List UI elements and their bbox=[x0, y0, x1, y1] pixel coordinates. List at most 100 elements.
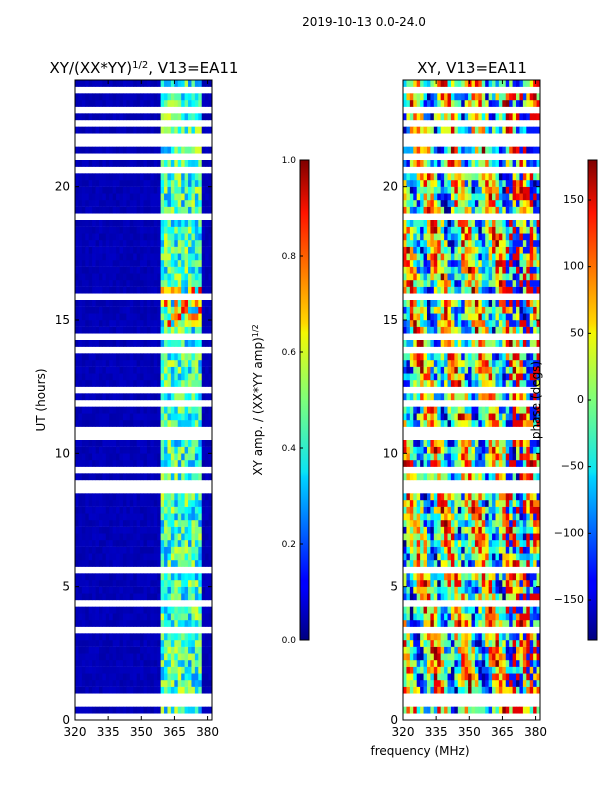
heatmap-cell bbox=[140, 506, 144, 514]
heatmap-cell bbox=[194, 706, 199, 714]
heatmap-cell bbox=[502, 653, 507, 661]
heatmap-cell bbox=[495, 526, 500, 534]
heatmap-cell bbox=[430, 640, 435, 647]
heatmap-cell bbox=[409, 313, 414, 321]
heatmap-cell bbox=[440, 580, 445, 587]
heatmap-cell bbox=[208, 220, 212, 227]
heatmap-cell bbox=[533, 453, 537, 461]
heatmap-cell bbox=[409, 300, 414, 307]
heatmap-cell bbox=[191, 460, 196, 467]
heatmap-cell bbox=[191, 380, 196, 387]
heatmap-cell bbox=[478, 440, 483, 447]
heatmap-cell bbox=[468, 653, 472, 661]
heatmap-cell bbox=[505, 453, 510, 461]
heatmap-cell bbox=[468, 373, 472, 381]
heatmap-cell bbox=[201, 273, 206, 281]
heatmap-cell bbox=[444, 406, 448, 414]
heatmap-cell bbox=[201, 526, 206, 534]
heatmap-cell bbox=[150, 253, 155, 261]
heatmap-cell bbox=[184, 186, 189, 194]
heatmap-cell bbox=[164, 593, 168, 601]
heatmap-cell bbox=[136, 113, 141, 121]
heatmap-cell bbox=[526, 573, 531, 581]
heatmap-cell bbox=[136, 673, 141, 681]
heatmap-cell bbox=[201, 493, 206, 501]
heatmap-cell bbox=[92, 286, 96, 294]
heatmap-cell bbox=[129, 200, 134, 207]
heatmap-cell bbox=[433, 306, 438, 314]
heatmap-cell bbox=[122, 326, 127, 334]
heatmap-cell bbox=[519, 680, 524, 687]
heatmap-cell bbox=[502, 680, 507, 687]
heatmap-cell bbox=[461, 520, 466, 527]
heatmap-cell bbox=[426, 653, 431, 661]
heatmap-cell bbox=[457, 393, 462, 401]
heatmap-cell bbox=[423, 366, 428, 374]
heatmap-cell bbox=[150, 420, 155, 427]
heatmap-cell bbox=[522, 313, 527, 321]
heatmap-cell bbox=[536, 633, 540, 641]
heatmap-cell bbox=[478, 413, 483, 421]
heatmap-cell bbox=[433, 266, 438, 274]
heatmap-cell bbox=[478, 373, 483, 381]
heatmap-cell bbox=[205, 586, 209, 594]
heatmap-cell bbox=[170, 206, 175, 214]
heatmap-cell bbox=[126, 306, 131, 314]
heatmap-cell bbox=[92, 93, 96, 101]
heatmap-cell bbox=[516, 586, 520, 594]
heatmap-cell bbox=[420, 420, 424, 427]
heatmap-cell bbox=[140, 180, 144, 187]
heatmap-cell bbox=[495, 366, 500, 374]
heatmap-cell bbox=[85, 306, 90, 314]
heatmap-cell bbox=[488, 273, 493, 281]
heatmap-cell bbox=[201, 326, 206, 334]
heatmap-cell bbox=[136, 706, 141, 714]
heatmap-cell bbox=[150, 146, 155, 154]
heatmap-cell bbox=[174, 260, 179, 267]
heatmap-cell bbox=[426, 493, 431, 501]
heatmap-cell bbox=[119, 300, 124, 307]
heatmap-cell bbox=[471, 513, 476, 521]
heatmap-cell bbox=[167, 573, 172, 581]
heatmap-cell bbox=[119, 326, 124, 334]
heatmap-cell bbox=[440, 646, 445, 654]
heatmap-cell bbox=[126, 473, 131, 481]
heatmap-cell bbox=[119, 253, 124, 261]
heatmap-cell bbox=[81, 500, 86, 507]
heatmap-cell bbox=[447, 280, 452, 287]
heatmap-cell bbox=[502, 380, 507, 387]
heatmap-cell bbox=[433, 380, 438, 387]
heatmap-cell bbox=[109, 513, 114, 521]
heatmap-cell bbox=[430, 360, 435, 367]
heatmap-cell bbox=[167, 80, 172, 87]
heatmap-cell bbox=[85, 500, 90, 507]
heatmap-cell bbox=[194, 326, 199, 334]
heatmap-cell bbox=[136, 186, 141, 194]
heatmap-cell bbox=[481, 493, 486, 501]
heatmap-cell bbox=[423, 533, 428, 541]
heatmap-cell bbox=[119, 706, 124, 714]
heatmap-cell bbox=[122, 453, 127, 461]
heatmap-cell bbox=[526, 673, 531, 681]
heatmap-cell bbox=[170, 640, 175, 647]
heatmap-cell bbox=[85, 193, 90, 201]
heatmap-cell bbox=[485, 580, 490, 587]
heatmap-cell bbox=[198, 406, 203, 414]
heatmap-cell bbox=[478, 286, 483, 294]
heatmap-cell bbox=[474, 633, 479, 641]
heatmap-cell bbox=[150, 520, 155, 527]
heatmap-cell bbox=[78, 413, 83, 421]
heatmap-cell bbox=[98, 553, 103, 561]
heatmap-cell bbox=[533, 553, 537, 561]
heatmap-cell bbox=[474, 653, 479, 661]
heatmap-cell bbox=[105, 593, 110, 601]
heatmap-cell bbox=[454, 640, 459, 647]
heatmap-cell bbox=[181, 473, 185, 481]
heatmap-cell bbox=[157, 633, 162, 641]
heatmap-cell bbox=[461, 500, 466, 507]
heatmap-cell bbox=[95, 620, 100, 627]
heatmap-cell bbox=[208, 560, 212, 567]
heatmap-cell bbox=[88, 393, 93, 401]
heatmap-cell bbox=[126, 366, 131, 374]
heatmap-cell bbox=[105, 193, 110, 201]
